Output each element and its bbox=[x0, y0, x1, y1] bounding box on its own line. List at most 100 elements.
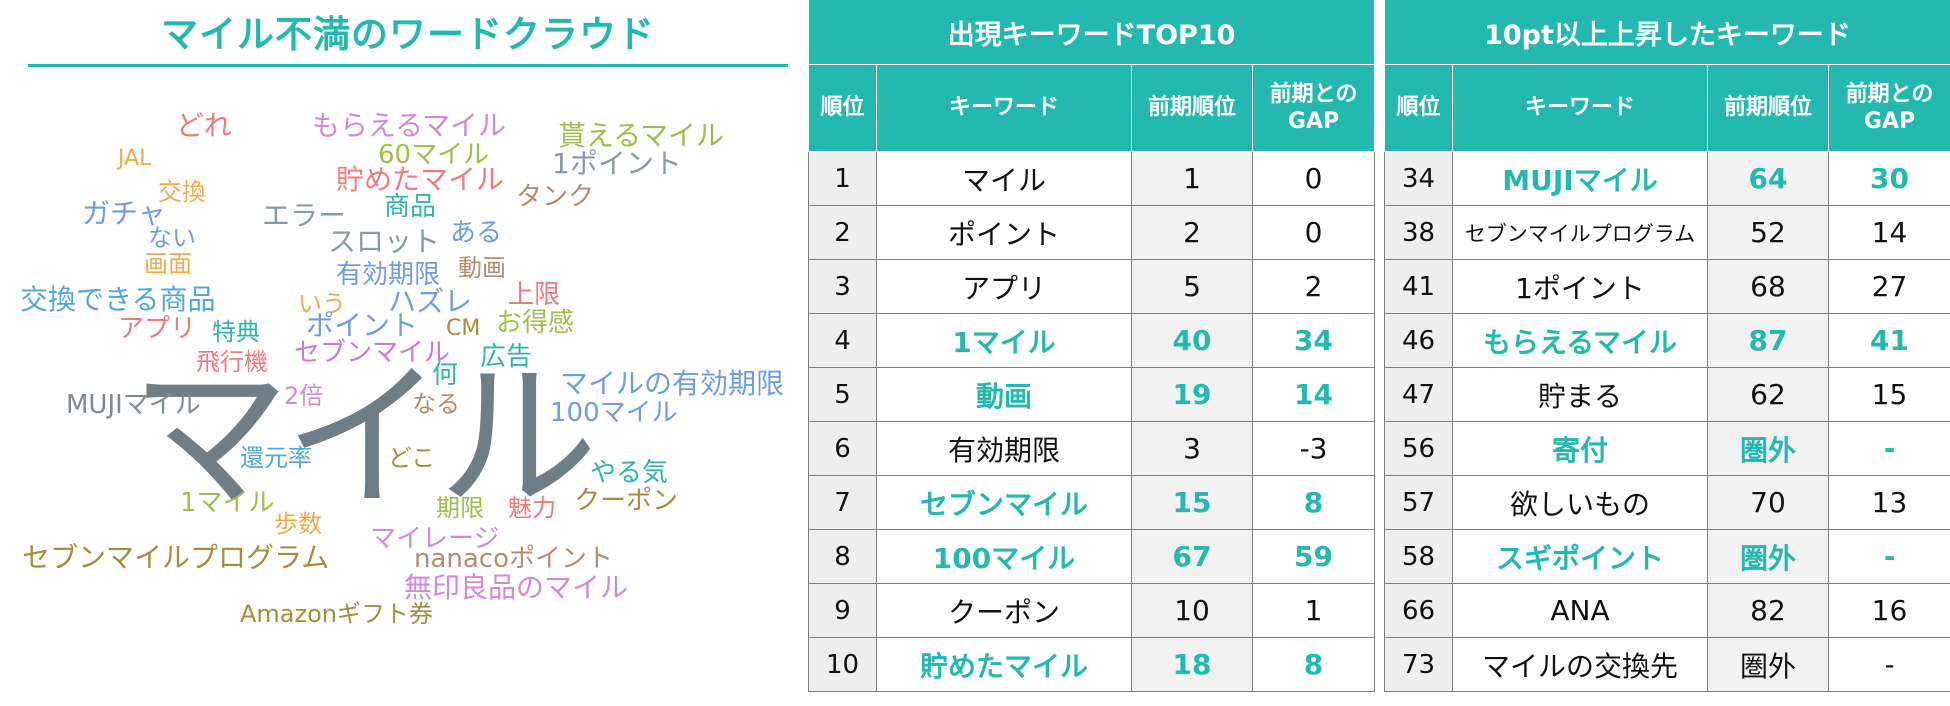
prev-rank-cell: 18 bbox=[1131, 637, 1253, 692]
gap-cell: 0 bbox=[1251, 205, 1376, 260]
cloud-word: 無印良品のマイル bbox=[404, 571, 629, 604]
rank-cell: 6 bbox=[808, 421, 877, 476]
rank-cell: 10 bbox=[808, 637, 877, 692]
cloud-word: 2倍 bbox=[284, 382, 324, 410]
keyword-cell: セブンマイルプログラム bbox=[1452, 205, 1708, 260]
rank-cell: 57 bbox=[1384, 475, 1453, 530]
keyword-cell: セブンマイル bbox=[876, 475, 1132, 530]
table-row: 7 セブンマイル 15 8 bbox=[808, 475, 1376, 530]
table-row: 57 欲しいもの 70 13 bbox=[1384, 475, 1950, 530]
rank-cell: 5 bbox=[808, 367, 877, 422]
cloud-word: 画面 bbox=[144, 250, 192, 278]
table-row: 5 動画 19 14 bbox=[808, 367, 1376, 422]
rank-header: 順位 bbox=[808, 64, 877, 152]
rank-cell: 66 bbox=[1384, 583, 1453, 638]
cloud-word: ポイント bbox=[306, 309, 419, 342]
keyword-cell: 貯めたマイル bbox=[876, 637, 1132, 692]
rank-header: 順位 bbox=[1384, 64, 1453, 152]
cloud-word: タンク bbox=[516, 182, 595, 212]
prev-rank-cell: 10 bbox=[1131, 583, 1253, 638]
prev-rank-cell: 1 bbox=[1131, 151, 1253, 206]
gap-cell: - bbox=[1828, 529, 1950, 584]
cloud-word: 歩数 bbox=[274, 510, 322, 538]
rank-cell: 34 bbox=[1384, 151, 1453, 206]
cloud-word: セブンマイルプログラム bbox=[22, 541, 330, 574]
keyword-cell: 寄付 bbox=[1452, 421, 1708, 476]
keyword-cell: MUJIマイル bbox=[1452, 151, 1708, 206]
table-row: 8 100マイル 67 59 bbox=[808, 529, 1376, 584]
prev-rank-cell: 87 bbox=[1707, 313, 1829, 368]
cloud-word: 期限 bbox=[436, 494, 484, 522]
gap-cell: 14 bbox=[1251, 367, 1376, 422]
cloud-word: お得感 bbox=[496, 308, 575, 338]
prev-rank-cell: 67 bbox=[1131, 529, 1253, 584]
cloud-word: どこ bbox=[388, 444, 436, 472]
keyword-cell: もらえるマイル bbox=[1452, 313, 1708, 368]
gap-header: 前期との GAP bbox=[1251, 64, 1376, 152]
cloud-word: アプリ bbox=[118, 314, 197, 344]
cloud-word: nanacoポイント bbox=[414, 544, 614, 574]
rising-table-title: 10pt以上上昇したキーワード bbox=[1384, 0, 1950, 65]
table-row: 38 セブンマイルプログラム 52 14 bbox=[1384, 205, 1950, 260]
cloud-word: 還元率 bbox=[240, 444, 312, 472]
cloud-word: もらえるマイル bbox=[312, 109, 507, 142]
prev-rank-cell: 19 bbox=[1131, 367, 1253, 422]
keyword-cell: 有効期限 bbox=[876, 421, 1132, 476]
cloud-word: 飛行機 bbox=[196, 348, 268, 376]
cloud-word: エラー bbox=[262, 199, 347, 232]
table-row: 56 寄付 圏外 - bbox=[1384, 421, 1950, 476]
rank-cell: 2 bbox=[808, 205, 877, 260]
keyword-cell: 貯まる bbox=[1452, 367, 1708, 422]
keyword-cell: アプリ bbox=[876, 259, 1132, 314]
gap-cell: - bbox=[1828, 637, 1950, 692]
prev-rank-cell: 82 bbox=[1707, 583, 1829, 638]
prev-rank-cell: 68 bbox=[1707, 259, 1829, 314]
prev-rank-header: 前期順位 bbox=[1707, 64, 1829, 152]
cloud-word: クーポン bbox=[574, 486, 679, 516]
gap-cell: 27 bbox=[1828, 259, 1950, 314]
gap-cell: 8 bbox=[1251, 637, 1376, 692]
cloud-word: 魅力 bbox=[508, 494, 556, 522]
cloud-word: ハズレ bbox=[388, 285, 473, 318]
gap-cell: 0 bbox=[1251, 151, 1376, 206]
gap-cell: 59 bbox=[1251, 529, 1376, 584]
gap-cell: 34 bbox=[1251, 313, 1376, 368]
rank-cell: 1 bbox=[808, 151, 877, 206]
cloud-word: マイレージ bbox=[370, 524, 500, 554]
prev-rank-cell: 圏外 bbox=[1707, 421, 1829, 476]
table-row: 34 MUJIマイル 64 30 bbox=[1384, 151, 1950, 206]
cloud-word: 商品 bbox=[384, 192, 437, 222]
word-cloud-panel: マイル不満のワードクラウド マイル どれ もらえるマイル 貰えるマイル JAL 60マイル… bbox=[0, 0, 800, 706]
cloud-word: 上限 bbox=[508, 280, 561, 310]
keyword-cell: 100マイル bbox=[876, 529, 1132, 584]
gap-cell: 30 bbox=[1828, 151, 1950, 206]
cloud-word: 100マイル bbox=[550, 398, 678, 428]
cloud-word: Amazonギフト券 bbox=[240, 600, 433, 628]
table-row: 2 ポイント 2 0 bbox=[808, 205, 1376, 260]
cloud-word: CM bbox=[446, 316, 481, 341]
cloud-word: 交換できる商品 bbox=[20, 283, 216, 316]
cloud-word: 動画 bbox=[458, 254, 506, 282]
keyword-cell: マイル bbox=[876, 151, 1132, 206]
keyword-cell: 1ポイント bbox=[1452, 259, 1708, 314]
cloud-word: 広告 bbox=[480, 342, 533, 372]
gap-cell: 2 bbox=[1251, 259, 1376, 314]
cloud-word: 1マイル bbox=[180, 488, 275, 518]
rank-cell: 58 bbox=[1384, 529, 1453, 584]
keyword-cell: クーポン bbox=[876, 583, 1132, 638]
gap-cell: 8 bbox=[1251, 475, 1376, 530]
cloud-word: いう bbox=[298, 290, 346, 318]
cloud-word: なる bbox=[412, 390, 460, 418]
top10-table-title: 出現キーワードTOP10 bbox=[807, 0, 1376, 65]
table-row: 10 貯めたマイル 18 8 bbox=[808, 637, 1376, 692]
prev-rank-cell: 5 bbox=[1131, 259, 1253, 314]
cloud-word: 貰えるマイル bbox=[558, 119, 725, 152]
prev-rank-cell: 圏外 bbox=[1707, 529, 1829, 584]
gap-cell: 41 bbox=[1828, 313, 1950, 368]
cloud-word: 有効期限 bbox=[336, 260, 441, 290]
keyword-cell: ポイント bbox=[876, 205, 1132, 260]
rank-cell: 41 bbox=[1384, 259, 1453, 314]
rank-cell: 47 bbox=[1384, 367, 1453, 422]
rank-cell: 73 bbox=[1384, 637, 1453, 692]
gap-cell: 1 bbox=[1251, 583, 1376, 638]
